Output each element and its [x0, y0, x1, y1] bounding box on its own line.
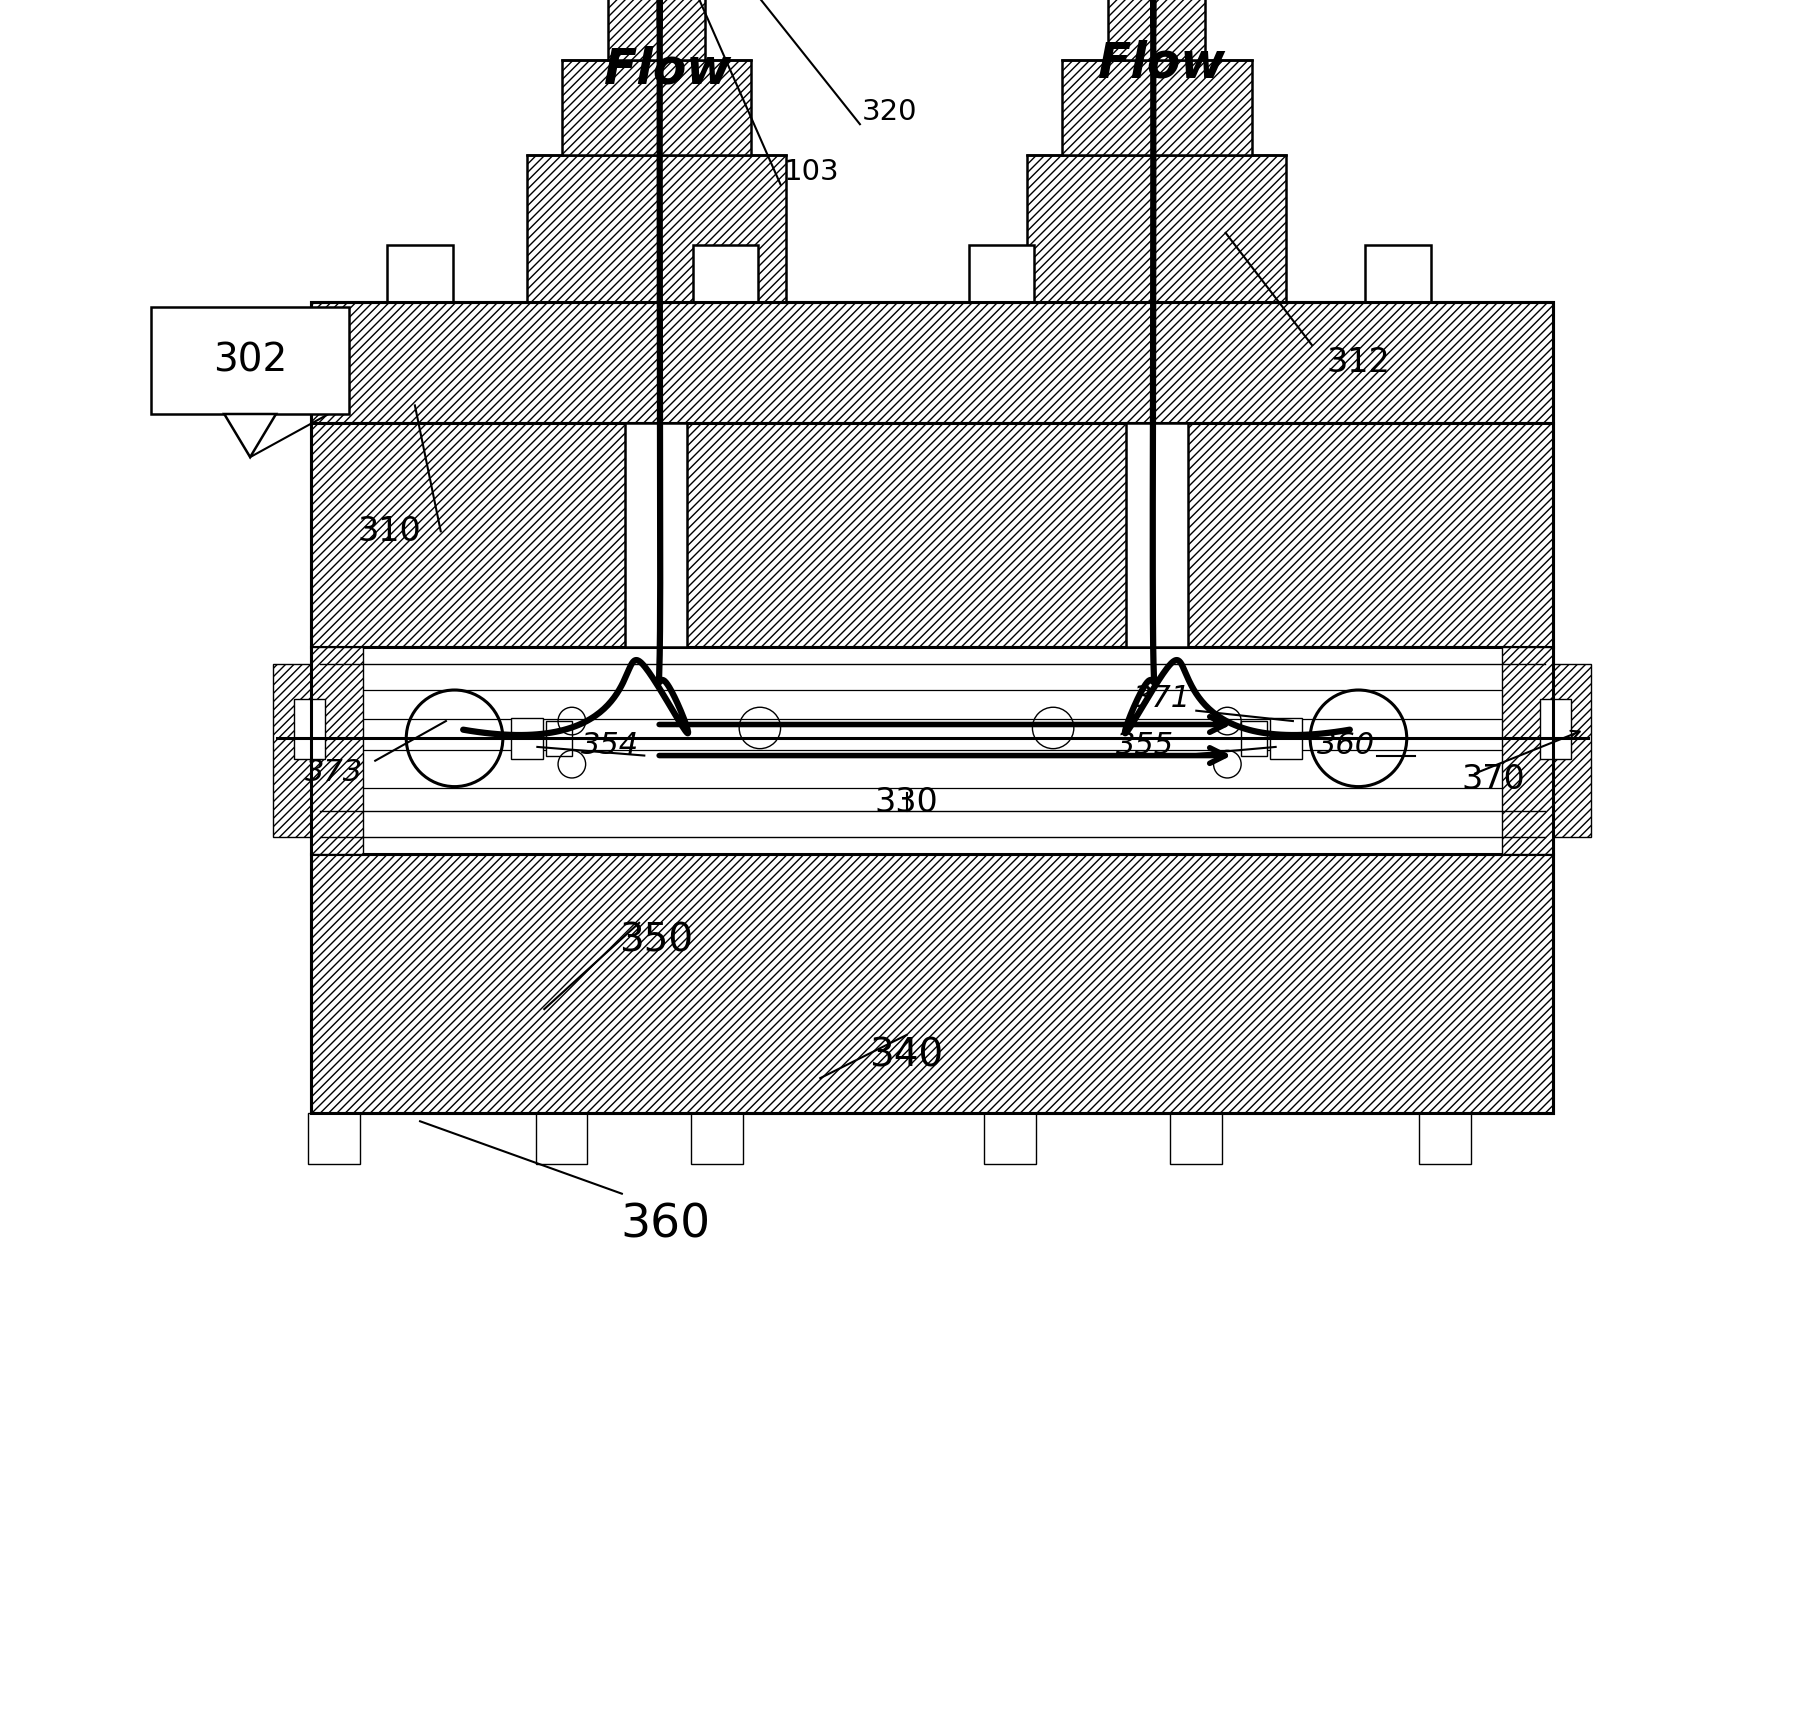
Bar	[562, 60, 751, 155]
Bar	[308, 1113, 359, 1164]
Bar	[528, 155, 785, 302]
Bar	[625, 423, 687, 647]
Text: 310: 310	[357, 514, 421, 549]
Bar	[968, 245, 1033, 302]
Bar	[1554, 664, 1592, 837]
Text: 360: 360	[1318, 731, 1376, 759]
Bar	[1420, 1113, 1470, 1164]
Text: 355: 355	[1115, 731, 1173, 759]
Bar	[150, 307, 350, 414]
Polygon shape	[225, 414, 276, 457]
Text: 312: 312	[1327, 345, 1391, 380]
Bar	[546, 721, 571, 756]
Bar	[1062, 60, 1251, 155]
Text: Flow: Flow	[604, 45, 732, 93]
Text: 320: 320	[861, 98, 917, 126]
Text: 360: 360	[620, 1202, 711, 1247]
Bar	[1242, 721, 1267, 756]
Text: 370: 370	[1461, 762, 1525, 797]
Bar	[984, 1113, 1035, 1164]
Bar	[1539, 699, 1570, 759]
Bar	[312, 302, 1554, 423]
Bar	[1028, 155, 1285, 302]
Bar	[294, 699, 325, 759]
Bar	[274, 664, 312, 837]
Bar	[1271, 718, 1302, 759]
Text: 302: 302	[212, 342, 286, 380]
Bar	[1126, 423, 1188, 647]
Bar	[1171, 1113, 1222, 1164]
Text: 350: 350	[620, 921, 693, 959]
Text: Flow: Flow	[1097, 40, 1226, 88]
Bar	[691, 1113, 743, 1164]
Bar	[511, 718, 542, 759]
Bar	[312, 423, 1554, 647]
Bar	[312, 302, 1554, 1113]
Text: 330: 330	[874, 785, 939, 819]
Text: 354: 354	[580, 731, 638, 759]
Text: 340: 340	[870, 1037, 943, 1075]
Bar	[312, 647, 363, 854]
Bar	[607, 0, 705, 60]
Bar	[1108, 0, 1206, 60]
Text: 371: 371	[1133, 685, 1191, 712]
Text: 103: 103	[783, 159, 839, 186]
Bar	[693, 245, 758, 302]
Text: 373: 373	[305, 759, 363, 787]
Bar	[312, 854, 1554, 1113]
Bar	[1501, 647, 1554, 854]
Bar	[1365, 245, 1430, 302]
Bar	[535, 1113, 587, 1164]
Bar	[312, 647, 1554, 854]
Bar	[388, 245, 453, 302]
